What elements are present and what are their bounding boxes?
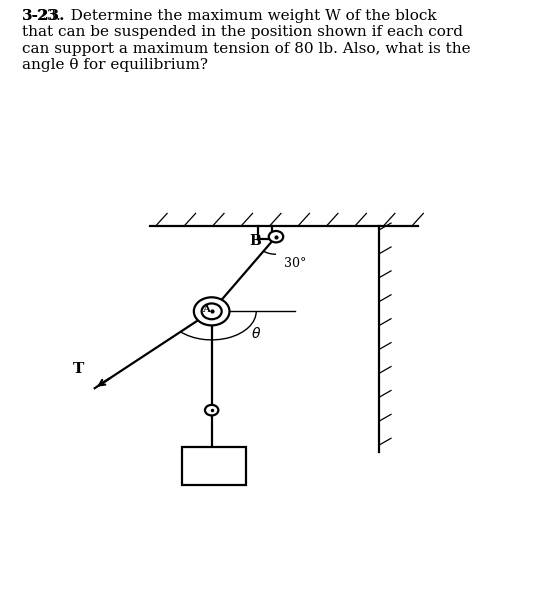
Text: A: A [202,304,210,314]
Circle shape [205,405,218,415]
Text: 3-23.: 3-23. [22,9,66,23]
Bar [183,448,247,485]
Text: 3-23.  Determine the maximum weight W of the block
that can be suspended in the : 3-23. Determine the maximum weight W of … [22,9,471,72]
Text: 30°: 30° [285,257,307,270]
Text: $\theta$: $\theta$ [251,326,261,341]
Text: T: T [72,362,84,376]
Circle shape [194,297,229,325]
Circle shape [269,231,283,242]
Circle shape [202,303,222,319]
Text: B: B [249,234,261,248]
